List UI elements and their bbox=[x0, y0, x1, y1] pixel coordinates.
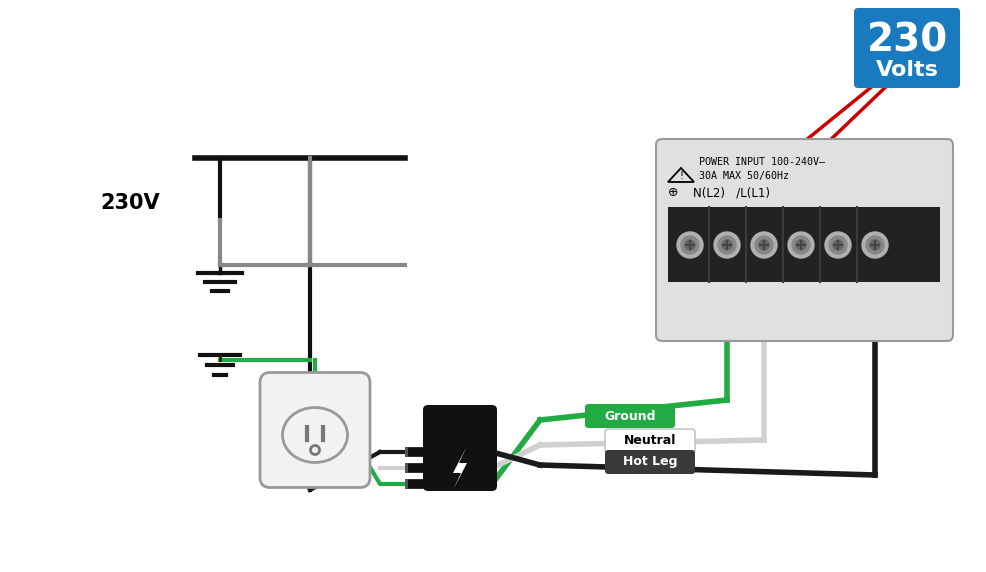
Text: 230V: 230V bbox=[100, 193, 160, 213]
FancyBboxPatch shape bbox=[656, 139, 952, 341]
FancyBboxPatch shape bbox=[604, 450, 694, 474]
Circle shape bbox=[787, 232, 813, 258]
Circle shape bbox=[791, 236, 810, 254]
Polygon shape bbox=[453, 446, 466, 490]
FancyBboxPatch shape bbox=[585, 404, 674, 428]
Circle shape bbox=[861, 232, 887, 258]
Circle shape bbox=[717, 236, 736, 254]
Text: Volts: Volts bbox=[875, 60, 938, 80]
Circle shape bbox=[824, 232, 850, 258]
Circle shape bbox=[832, 240, 842, 250]
Text: Hot Leg: Hot Leg bbox=[622, 455, 676, 468]
Text: 230: 230 bbox=[866, 21, 947, 59]
Text: !: ! bbox=[678, 171, 682, 181]
Circle shape bbox=[713, 232, 740, 258]
Text: Ground: Ground bbox=[603, 410, 655, 423]
Circle shape bbox=[795, 240, 806, 250]
FancyBboxPatch shape bbox=[668, 207, 939, 282]
Circle shape bbox=[754, 236, 772, 254]
Text: N(L2)   /L(L1): N(L2) /L(L1) bbox=[692, 186, 769, 200]
Text: POWER INPUT 100-240V–: POWER INPUT 100-240V– bbox=[698, 157, 824, 167]
Circle shape bbox=[750, 232, 776, 258]
Text: ⊕: ⊕ bbox=[668, 186, 677, 200]
FancyBboxPatch shape bbox=[604, 429, 694, 453]
FancyBboxPatch shape bbox=[259, 372, 370, 487]
Text: 30A MAX 50/60Hz: 30A MAX 50/60Hz bbox=[698, 171, 788, 181]
FancyBboxPatch shape bbox=[853, 8, 959, 88]
Circle shape bbox=[676, 232, 702, 258]
Text: Neutral: Neutral bbox=[623, 435, 675, 447]
Circle shape bbox=[722, 240, 732, 250]
Circle shape bbox=[758, 240, 768, 250]
Circle shape bbox=[865, 236, 883, 254]
Circle shape bbox=[828, 236, 846, 254]
Circle shape bbox=[680, 236, 698, 254]
FancyBboxPatch shape bbox=[423, 405, 497, 491]
Circle shape bbox=[684, 240, 694, 250]
Circle shape bbox=[869, 240, 880, 250]
